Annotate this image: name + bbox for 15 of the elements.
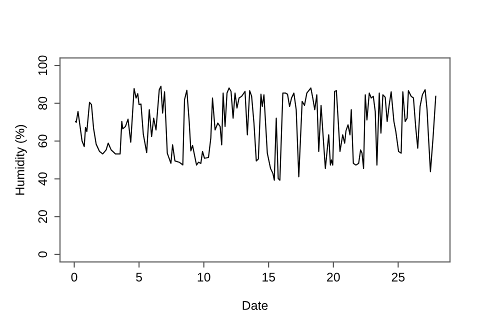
x-tick-label: 20 [327, 272, 340, 282]
x-tick-label: 15 [262, 272, 276, 282]
y-tick-label: 20 [38, 210, 48, 223]
x-tick-label: 5 [136, 272, 142, 282]
y-tick-label: 60 [38, 134, 48, 148]
line-series [74, 86, 436, 181]
y-tick-label: 80 [38, 96, 48, 110]
y-tick-label: 0 [38, 251, 48, 258]
y-axis-title: Humidity (%) [15, 124, 27, 195]
x-tick-label: 25 [392, 272, 405, 282]
y-tick-label: 40 [38, 172, 48, 186]
x-axis-title: Date [242, 301, 268, 310]
x-tick-label: 10 [198, 272, 210, 282]
x-tick-label: 0 [71, 272, 78, 282]
y-tick-label: 100 [38, 56, 48, 75]
